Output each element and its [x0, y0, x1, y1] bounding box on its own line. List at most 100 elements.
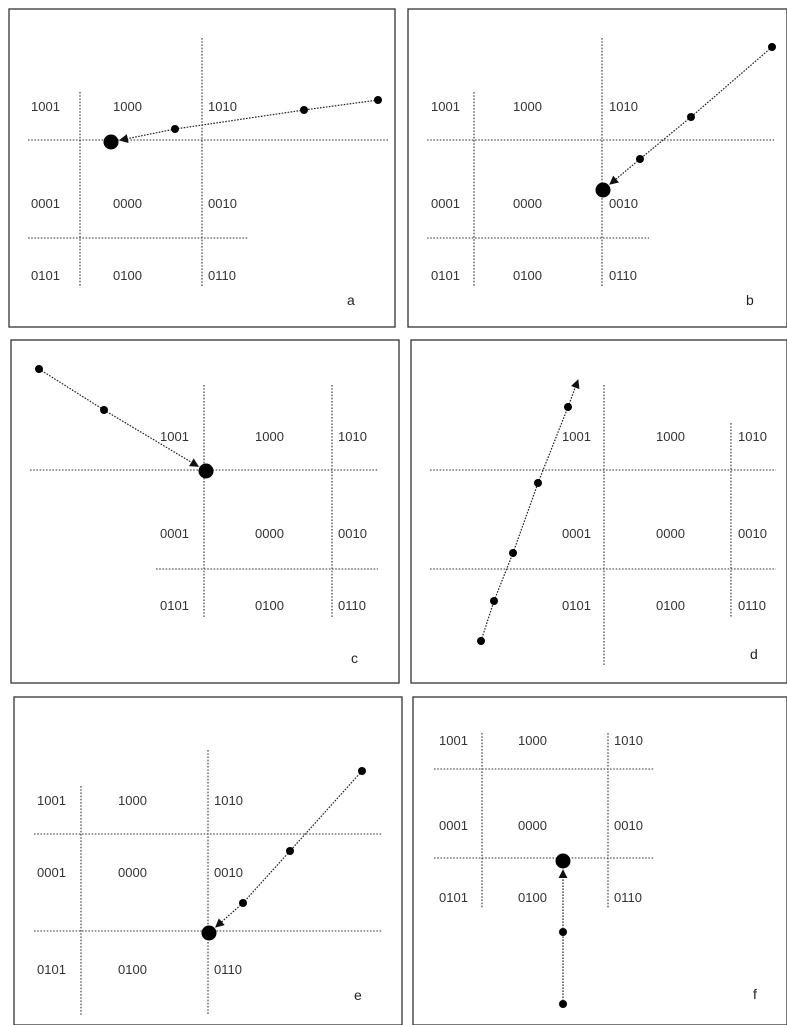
region-code: 0000	[255, 526, 284, 541]
trajectory-arrow	[215, 902, 244, 928]
panel-e: 1001 1000 1010 0001 0000 0010 0101 0100 0110 e	[13, 696, 403, 1025]
region-code: 0100	[118, 962, 147, 977]
region-code: 0001	[439, 818, 468, 833]
region-code: 1001	[31, 99, 60, 114]
region-code: 0100	[513, 268, 542, 283]
trajectory-arrow	[118, 128, 176, 144]
region-code: 1010	[338, 429, 367, 444]
trajectory-segment	[242, 850, 291, 904]
trajectory-segment	[639, 116, 692, 160]
region-code: 0000	[113, 196, 142, 211]
region-code: 0001	[431, 196, 460, 211]
region-code: 0110	[214, 962, 242, 977]
panel-c: 1001 1000 1010 0001 0000 0010 0101 0100 0110 c	[10, 339, 400, 684]
region-code: 0010	[338, 526, 367, 541]
region-code: 0000	[118, 865, 147, 880]
panel-a: 1001 1000 1010 0001 0000 0010 0101 0100 0110 a	[8, 8, 396, 328]
panel-label: b	[746, 292, 754, 308]
trajectory-segment	[38, 368, 105, 411]
trajectory-point	[100, 406, 108, 414]
trajectory-point	[171, 125, 179, 133]
region-code: 1000	[513, 99, 542, 114]
panel-frame	[412, 696, 787, 1025]
region-code: 1001	[439, 733, 468, 748]
panel-frame	[410, 339, 787, 684]
region-code: 0110	[614, 890, 642, 905]
region-code: 0010	[614, 818, 643, 833]
region-code: 0000	[513, 196, 542, 211]
trajectory-point	[477, 637, 485, 645]
panel-d: 1001 1000 1010 0001 0000 0010 0101 0100 0110 d	[410, 339, 787, 684]
panel-label: f	[753, 986, 757, 1002]
trajectory-arrow	[609, 158, 641, 185]
region-code: 1010	[738, 429, 767, 444]
region-code: 1010	[214, 793, 243, 808]
trajectory-segment	[480, 600, 495, 642]
region-code: 1000	[656, 429, 685, 444]
region-code: 0010	[214, 865, 243, 880]
region-code: 0001	[37, 865, 66, 880]
region-code: 0000	[518, 818, 547, 833]
trajectory-point	[768, 43, 776, 51]
region-code: 0100	[656, 598, 685, 613]
region-code: 0110	[609, 268, 637, 283]
trajectory-point	[636, 155, 644, 163]
region-code: 1010	[614, 733, 643, 748]
region-code: 0010	[738, 526, 767, 541]
trajectory-segment	[289, 770, 363, 852]
region-code: 0101	[31, 268, 60, 283]
region-code: 1010	[609, 99, 638, 114]
trajectory-point	[300, 106, 308, 114]
region-code: 0001	[160, 526, 189, 541]
trajectory-point	[374, 96, 382, 104]
trajectory-point	[239, 899, 247, 907]
region-code: 0101	[160, 598, 189, 613]
trajectory-segment	[512, 482, 539, 554]
intersection-point	[103, 134, 119, 150]
region-code: 0110	[338, 598, 366, 613]
intersection-point	[201, 925, 217, 941]
region-code: 0100	[255, 598, 284, 613]
region-code: 1001	[160, 429, 189, 444]
panel-label: e	[354, 987, 362, 1003]
region-code: 1001	[562, 429, 591, 444]
trajectory-segment	[303, 99, 379, 111]
region-code: 0110	[208, 268, 236, 283]
intersection-point	[198, 463, 214, 479]
region-code: 1000	[255, 429, 284, 444]
region-code: 1000	[118, 793, 147, 808]
trajectory-point	[35, 365, 43, 373]
region-code: 1000	[518, 733, 547, 748]
panel-frame	[8, 8, 396, 328]
region-code: 0010	[208, 196, 237, 211]
region-code: 1000	[113, 99, 142, 114]
trajectory-segment	[493, 552, 514, 602]
region-code: 0101	[431, 268, 460, 283]
trajectory-point	[509, 549, 517, 557]
panel-f: 1001 1000 1010 0001 0000 0010 0101 0100 0110 f	[412, 696, 787, 1025]
panel-label: c	[351, 650, 358, 666]
trajectory-segment	[690, 46, 773, 118]
panel-frame	[13, 696, 403, 1025]
panel-b: 1001 1000 1010 0001 0000 0010 0101 0100 0110 b	[407, 8, 787, 328]
trajectory-arrow	[567, 379, 580, 408]
panel-label: d	[750, 646, 758, 662]
trajectory-point	[490, 597, 498, 605]
trajectory-point	[534, 479, 542, 487]
trajectory-arrow	[103, 409, 200, 467]
region-code: 0001	[31, 196, 60, 211]
region-code: 0010	[609, 196, 638, 211]
trajectory-point	[358, 767, 366, 775]
region-code: 0100	[113, 268, 142, 283]
panel-frame	[10, 339, 400, 684]
region-code: 1001	[431, 99, 460, 114]
panel-label: a	[347, 292, 355, 308]
trajectory-point	[559, 928, 567, 936]
trajectory-point	[687, 113, 695, 121]
region-code: 0100	[518, 890, 547, 905]
trajectory-segment	[537, 406, 569, 484]
trajectory-segment	[174, 109, 305, 130]
region-code: 1010	[208, 99, 237, 114]
region-code: 0000	[656, 526, 685, 541]
